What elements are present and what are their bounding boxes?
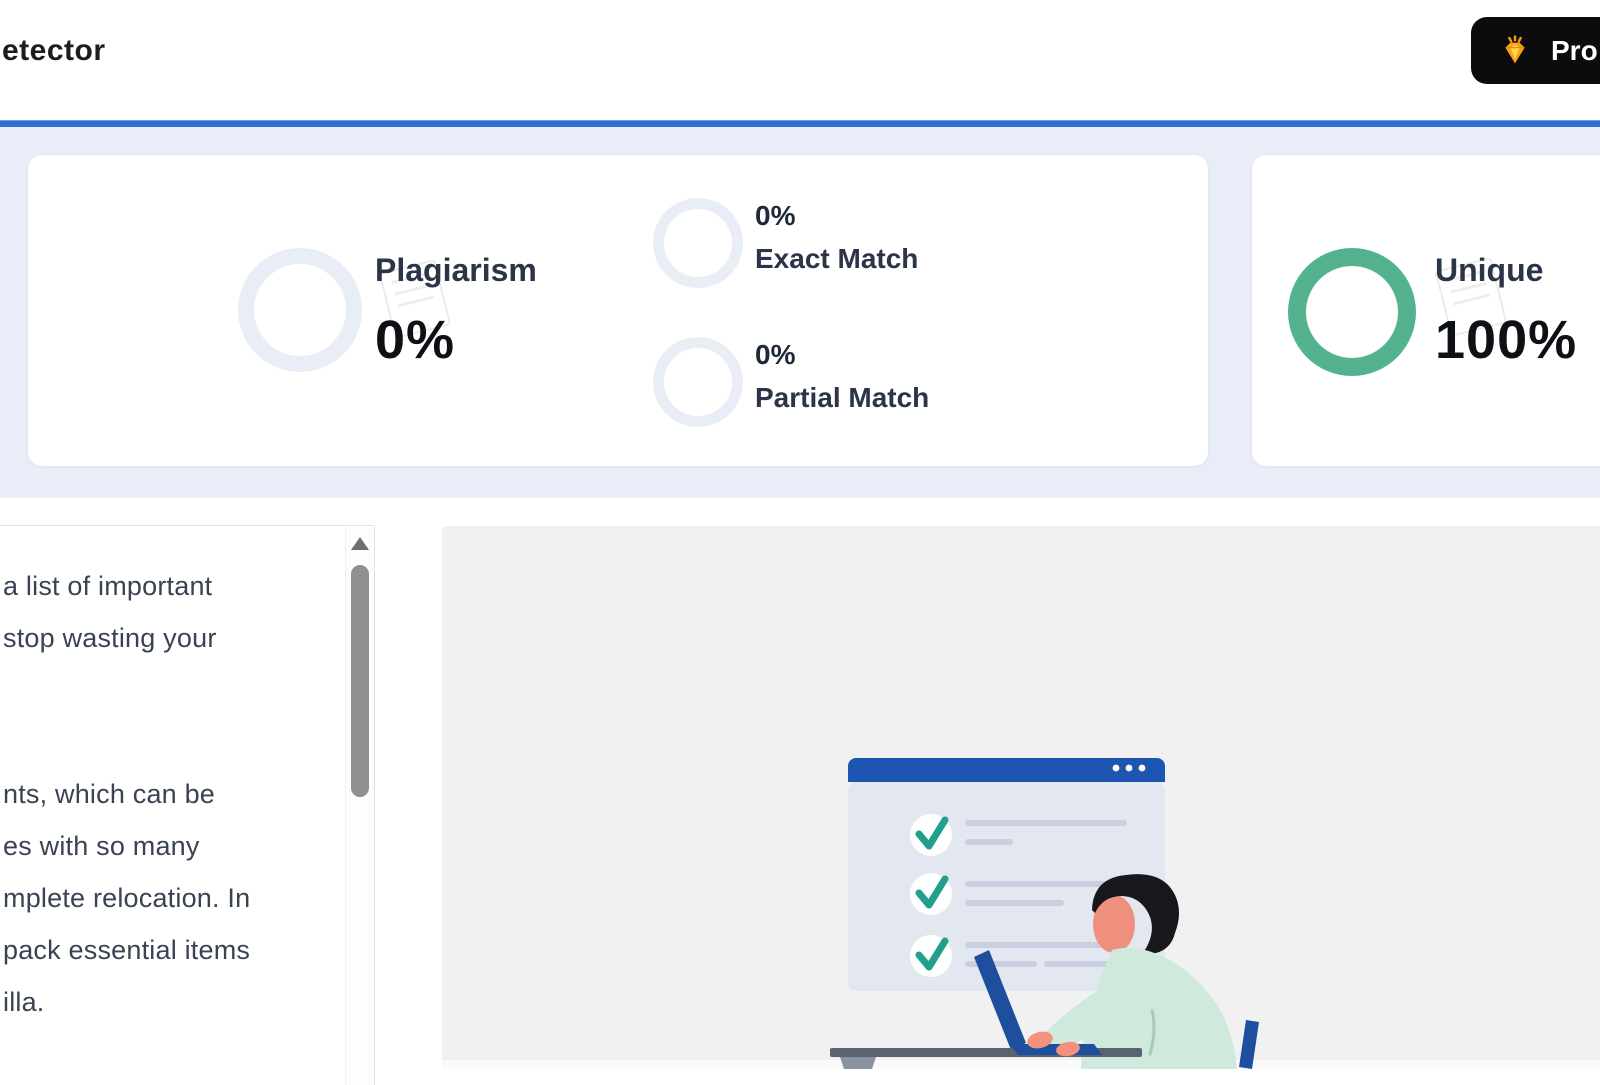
partial-match-value: 0% [755,339,796,370]
partial-match-label: Partial Match [755,382,930,413]
text-line: pack essential items [3,935,251,965]
exact-match-ring-gauge [653,198,743,288]
laptop-screen [974,950,1026,1050]
panel-scrollbar[interactable] [345,526,374,1085]
unique-metric: Unique 100% [1435,252,1577,371]
paragraph-gap [3,664,340,768]
exact-match-label: Exact Match [755,243,919,274]
text-line: nts, which can be [3,779,216,809]
gem-icon [1497,33,1533,69]
header: etector Pro [0,0,1600,120]
plagiarism-ring-gauge [238,248,362,372]
unique-score-card: Unique 100% [1252,155,1600,466]
laptop-base [1010,1044,1102,1055]
hand [1027,1031,1053,1049]
scrollbar-thumb[interactable] [351,565,369,797]
plagiarism-score-card: Plagiarism 0% 0% Exact Match 0% Partial … [28,155,1208,466]
checked-text: a list of important stop wasting your nt… [3,560,340,1028]
partial-match-stat: 0% Partial Match [653,337,983,427]
partial-match-ring-gauge [653,337,743,427]
illustration-area [442,526,1600,1069]
text-line: stop wasting your [3,623,217,653]
text-line: mplete relocation. In [3,883,251,913]
exact-match-stat: 0% Exact Match [653,198,983,288]
scroll-up-arrow-icon[interactable] [351,537,369,550]
main-content: a list of important stop wasting your nt… [0,498,1600,1085]
text-line: es with so many [3,831,200,861]
unique-label: Unique [1435,252,1544,288]
brand-title-fragment: etector [2,34,106,67]
person-laptop-checklist-illustration [830,758,1259,1069]
desk-support [840,1057,876,1069]
pro-button-label: Pro [1551,34,1598,66]
checked-text-panel[interactable]: a list of important stop wasting your nt… [0,525,375,1085]
plagiarism-label: Plagiarism [375,252,537,288]
exact-match-value: 0% [755,200,796,231]
canvas-bottom-strip [442,1060,1600,1069]
chair-leg [1239,1020,1259,1069]
text-line: illa. [3,987,45,1017]
pro-upgrade-button[interactable]: Pro [1471,17,1600,84]
unique-value: 100% [1435,310,1578,370]
results-summary-section: Plagiarism 0% 0% Exact Match 0% Partial … [0,127,1600,498]
text-line: a list of important [3,571,213,601]
plagiarism-metric: Plagiarism 0% [375,252,537,371]
plagiarism-value: 0% [375,310,456,370]
person [1042,874,1237,1069]
checklist-window [848,758,1165,991]
hand [1056,1041,1080,1057]
unique-ring-gauge [1288,248,1416,376]
accent-divider [0,120,1600,127]
